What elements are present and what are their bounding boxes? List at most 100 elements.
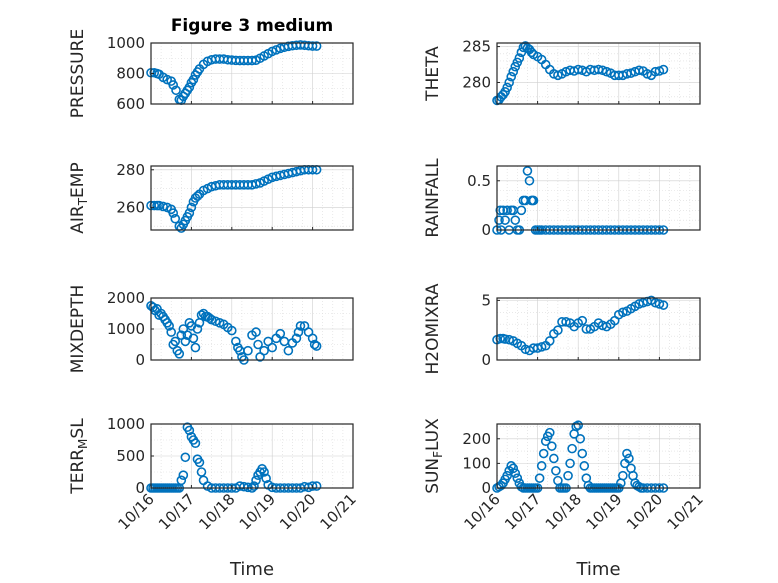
plot-area: [497, 424, 700, 488]
y-tick-label: 1000: [107, 415, 145, 433]
data-point: [251, 327, 261, 337]
data-point: [307, 333, 318, 344]
data-point: [601, 66, 612, 77]
y-tick-label: 1000: [107, 320, 145, 338]
data-point: [243, 345, 253, 356]
data-series: [146, 164, 322, 233]
data-point: [544, 427, 555, 438]
subplot-pressure: 600 800 1000 PRESSURE Figure 3 medium: [68, 16, 354, 118]
data-point: [510, 468, 521, 479]
y-tick-label: 0.5: [467, 172, 491, 190]
data-point: [536, 342, 547, 352]
x-tick-label: 10/18: [195, 490, 238, 533]
data-point: [506, 71, 517, 82]
data-series: [492, 295, 669, 356]
data-point: [251, 475, 261, 486]
y-tick-label: 0: [135, 351, 145, 369]
subplot-theta: 280 285 THETA: [423, 38, 701, 106]
subplot-sun_flux: 010020010/1610/1710/1810/1910/2010/21Tim…: [423, 418, 707, 580]
y-tick-label: 200: [462, 430, 491, 448]
data-point: [553, 325, 563, 335]
data-point: [231, 336, 241, 347]
subplot-h2omixra: 0 5 H2OMIXRA: [423, 283, 701, 375]
data-point: [194, 457, 205, 468]
data-point: [618, 470, 628, 481]
data-point: [243, 482, 253, 493]
data-point: [180, 336, 191, 347]
axes-frame: [496, 423, 701, 489]
data-point: [283, 345, 294, 356]
data-point: [514, 53, 525, 63]
data-point: [538, 448, 549, 459]
data-point: [654, 299, 665, 309]
data-point: [502, 205, 512, 216]
y-tick-label: 0: [481, 221, 491, 239]
data-point: [549, 453, 559, 464]
subplot-air_temp: 260 280 AIRTEMP: [68, 161, 354, 234]
data-point: [171, 85, 181, 96]
x-tick-label: 10/17: [501, 490, 544, 533]
data-point: [575, 433, 586, 444]
data-point: [502, 82, 512, 93]
data-point: [168, 208, 179, 218]
data-point: [275, 328, 286, 339]
y-tick-label: 280: [462, 73, 491, 91]
data-point: [495, 205, 506, 216]
y-tick-label: 2000: [107, 289, 145, 307]
y-tick-label: 285: [462, 38, 491, 56]
data-point: [563, 470, 573, 481]
x-axis-label: Time: [575, 559, 620, 580]
data-point: [522, 166, 533, 176]
data-point: [536, 461, 547, 471]
data-point: [597, 65, 608, 76]
figure-title: Figure 3 medium: [171, 16, 333, 36]
data-point: [190, 342, 201, 353]
data-point: [510, 215, 521, 225]
y-axis-label: SUNFLUX: [423, 418, 445, 494]
data-point: [184, 208, 195, 218]
data-series: [492, 41, 669, 106]
data-point: [174, 348, 185, 359]
axes-frame: [496, 42, 701, 105]
y-axis-label: PRESSURE: [68, 29, 88, 118]
data-point: [186, 202, 197, 213]
data-point: [261, 473, 271, 484]
data-point: [170, 213, 181, 224]
data-point: [622, 448, 632, 459]
data-point: [500, 215, 510, 225]
x-tick-label: 10/20: [276, 490, 319, 533]
y-tick-label: 0: [481, 351, 491, 369]
y-axis-label: MIXDEPTH: [68, 285, 88, 374]
y-axis-label: THETA: [423, 46, 443, 102]
subplot-rainfall: 0 0.5 RAINFALL: [423, 158, 701, 239]
data-point: [547, 441, 557, 451]
data-point: [149, 200, 160, 211]
y-axis-label: H2OMIXRA: [423, 283, 443, 374]
data-point: [267, 342, 278, 353]
data-point: [553, 70, 563, 81]
y-axis-label: TERRMSL: [68, 418, 90, 495]
data-point: [251, 179, 261, 189]
data-series: [146, 40, 322, 105]
x-tick-label: 10/18: [542, 490, 585, 533]
data-point: [176, 475, 187, 486]
data-point: [573, 420, 584, 431]
data-point: [259, 345, 269, 356]
data-point: [579, 461, 590, 471]
y-tick-label: 5: [481, 291, 491, 309]
data-point: [504, 334, 514, 345]
data-point: [512, 473, 523, 483]
data-point: [164, 321, 174, 331]
data-point: [516, 205, 527, 216]
data-point: [658, 300, 669, 310]
subplot-terr_msl: 0500100010/1610/1710/1810/1910/2010/21Ti…: [68, 415, 360, 580]
x-tick-label: 10/17: [155, 490, 198, 533]
data-point: [259, 467, 269, 477]
y-tick-label: 0: [481, 479, 491, 497]
x-axis-label: Time: [229, 559, 274, 580]
y-tick-label: 0: [135, 479, 145, 497]
data-point: [504, 77, 514, 88]
data-point: [188, 333, 199, 344]
y-tick-label: 600: [116, 95, 145, 113]
data-point: [658, 64, 669, 75]
